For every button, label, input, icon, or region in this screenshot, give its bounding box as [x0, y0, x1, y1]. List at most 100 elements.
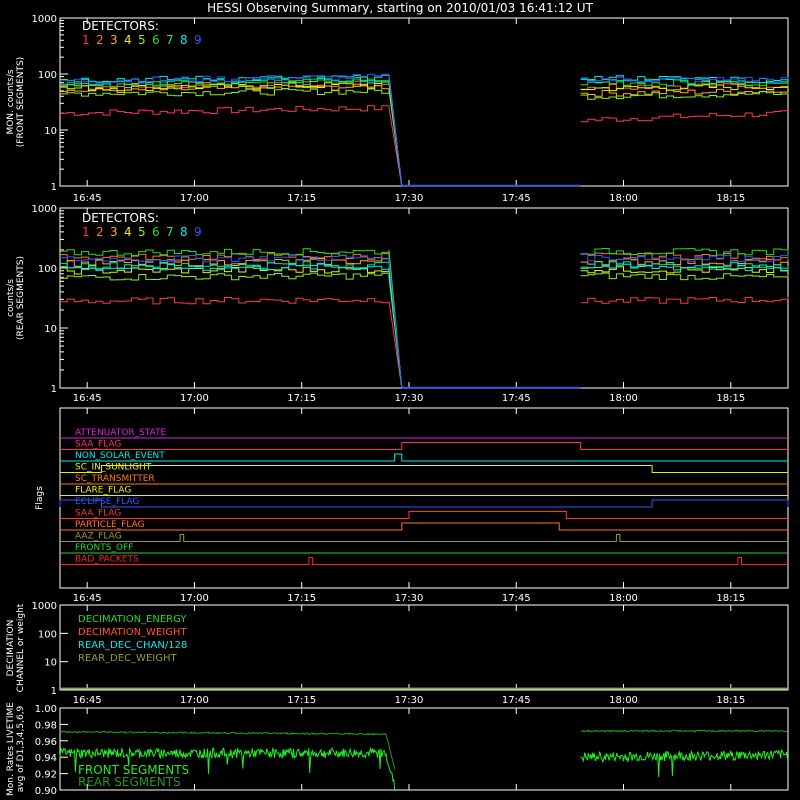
flag-label: SAA_FLAG	[75, 440, 121, 450]
front-ytick-label: 100	[38, 70, 57, 81]
flag-label: SAA_FLAG	[75, 509, 121, 519]
x-tick-label: 18:15	[716, 695, 745, 706]
front-series-3	[60, 83, 789, 187]
x-tick-label: 18:00	[609, 593, 638, 604]
detector-legend-number: 2	[96, 225, 104, 239]
flag-label: FRONTS_OFF	[75, 543, 133, 553]
decimation-ylabel-1: DECIMATION	[6, 620, 16, 677]
flag-label: SC_IN_SUNLIGHT	[75, 463, 152, 473]
decimation-panel-frame	[59, 604, 789, 691]
x-tick-label: 18:00	[609, 393, 638, 404]
x-tick-label: 17:30	[395, 393, 424, 404]
livetime-ylabel-2: avg of D1,3,4,5,6,9	[16, 705, 26, 792]
decimation-ytick-label: 1	[51, 686, 57, 697]
decimation-ytick-label: 10	[44, 658, 57, 669]
flag-label: BAD_PACKETS	[75, 555, 139, 565]
x-tick-label: 18:00	[609, 695, 638, 706]
x-tick-label: 18:15	[716, 593, 745, 604]
flag-label: ATTENUATOR_STATE	[75, 428, 167, 438]
front-ytick-label: 10	[44, 126, 57, 137]
detector-legend-number: 3	[110, 33, 118, 47]
x-tick-label: 17:15	[287, 695, 316, 706]
detector-legend-number: 5	[138, 225, 146, 239]
flag-label: ECLIPSE_FLAG	[75, 497, 139, 507]
detector-legend-number: 9	[194, 33, 202, 47]
flags-ylabel: Flags	[35, 486, 45, 510]
rear-ylabel-2: (REAR SEGMENTS)	[16, 256, 26, 340]
legend-rear-dec-chan: REAR_DEC_CHAN/128	[78, 640, 187, 651]
rear-series-9	[60, 253, 789, 389]
legend-rear-dec-weight: REAR_DEC_WEIGHT	[78, 653, 177, 664]
legend-decimation-weight: DECIMATION_WEIGHT	[78, 627, 187, 638]
x-tick-label: 16:45	[73, 593, 102, 604]
x-tick-label: 18:15	[716, 193, 745, 204]
rear-ytick-label: 10	[44, 324, 57, 335]
flag-label: AAZ_FLAG	[75, 532, 122, 542]
chart-marks: 16:45 17:00 17:15 17:30 17:45 18:00 18:15 16:45…	[32, 14, 789, 797]
front-series-5	[60, 88, 789, 187]
rear-ylabel-1: counts/s	[6, 279, 16, 317]
detector-legend-number: 7	[166, 33, 174, 47]
livetime-series-rear	[59, 729, 788, 770]
flag-trace	[60, 442, 788, 450]
x-tick-label: 18:00	[609, 193, 638, 204]
x-tick-label: 17:00	[180, 193, 209, 204]
x-tick-label: 17:45	[502, 393, 531, 404]
detector-legend-number: 6	[152, 33, 160, 47]
x-tick-label: 16:45	[73, 695, 102, 706]
detector-legend-number: 4	[124, 225, 132, 239]
flag-trace	[60, 465, 788, 473]
detector-legend-number: 2	[96, 33, 104, 47]
x-tick-label: 17:00	[180, 695, 209, 706]
flag-trace	[60, 557, 788, 565]
livetime-ytick-label: 0.90	[35, 786, 57, 797]
detector-legend-number: 1	[82, 33, 90, 47]
livetime-series-front	[59, 746, 788, 791]
x-tick-label: 17:30	[395, 193, 424, 204]
detector-legend-number: 5	[138, 33, 146, 47]
detector-legend-number: 9	[194, 225, 202, 239]
x-tick-label: 17:45	[502, 193, 531, 204]
x-tick-label: 17:45	[502, 695, 531, 706]
legend-decimation-energy: DECIMATION_ENERGY	[78, 614, 187, 625]
flag-trace	[59, 499, 789, 508]
livetime-ytick-label: 1.00	[35, 704, 57, 715]
detector-legend-number: 4	[124, 33, 132, 47]
flag-trace	[60, 453, 788, 462]
front-ylabel-2: (FRONT SEGMENTS)	[16, 57, 26, 147]
legend-front-segments: FRONT SEGMENTS	[78, 763, 189, 777]
front-series-1	[60, 105, 788, 187]
decimation-ytick-label: 100	[38, 629, 57, 640]
livetime-ytick-label: 0.98	[35, 720, 57, 731]
x-tick-label: 17:00	[180, 593, 209, 604]
front-series-4	[60, 81, 789, 187]
rear-ytick-label: 1000	[32, 204, 57, 215]
front-ytick-label: 1000	[32, 14, 57, 25]
flag-label: PARTICLE_FLAG	[75, 520, 145, 530]
detector-legend-number: 1	[82, 225, 90, 239]
flag-trace	[60, 511, 788, 519]
front-ytick-label: 1	[51, 182, 57, 193]
x-tick-label: 17:00	[180, 393, 209, 404]
flags-panel-frame	[59, 407, 789, 589]
livetime-ylabel-1: Mon. Rates LIVETIME	[6, 702, 16, 796]
detector-legend-number: 7	[166, 225, 174, 239]
x-tick-label: 17:30	[395, 593, 424, 604]
rear-series-6	[60, 248, 789, 389]
livetime-ytick-label: 0.92	[35, 770, 57, 781]
detector-legend-number: 8	[180, 33, 188, 47]
x-tick-label: 17:15	[287, 393, 316, 404]
detector-legend-number: 3	[110, 225, 118, 239]
rear-series-8	[60, 263, 789, 389]
x-tick-label: 17:15	[287, 193, 316, 204]
x-tick-label: 18:15	[716, 393, 745, 404]
x-tick-label: 17:15	[287, 593, 316, 604]
livetime-panel-frame	[59, 707, 789, 791]
detector-legend-number: 8	[180, 225, 188, 239]
livetime-ytick-label: 0.96	[35, 737, 57, 748]
x-tick-label: 16:45	[73, 393, 102, 404]
